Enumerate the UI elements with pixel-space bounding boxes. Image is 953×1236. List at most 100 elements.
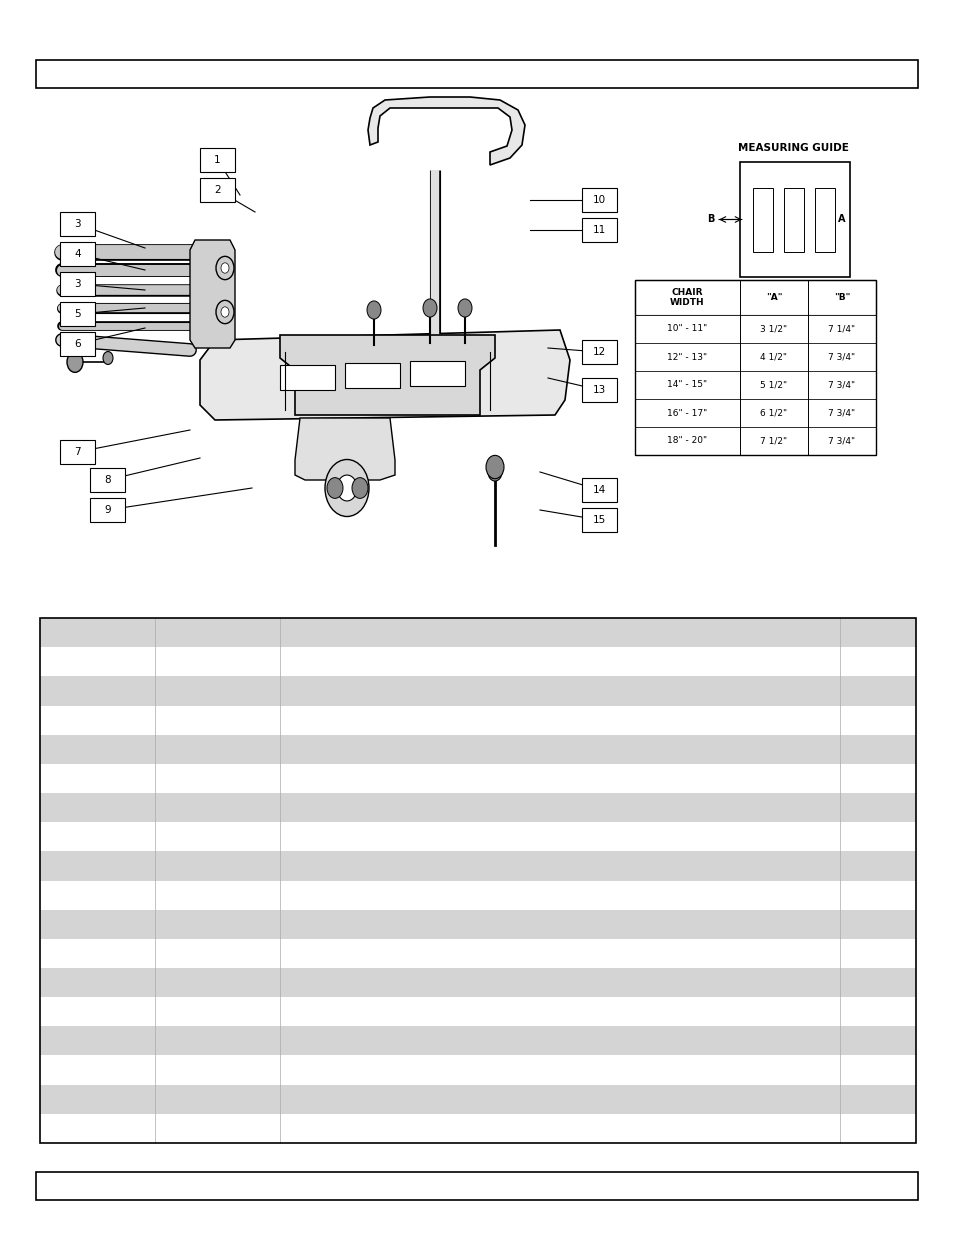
Bar	[635, 371, 875, 399]
Bar	[40, 676, 915, 706]
Text: 3 1/2": 3 1/2"	[760, 325, 787, 334]
Text: 18" - 20": 18" - 20"	[667, 436, 707, 445]
Polygon shape	[280, 335, 495, 415]
Bar	[90, 468, 125, 492]
Bar	[40, 706, 915, 734]
Bar	[581, 340, 617, 363]
Text: 3: 3	[74, 279, 81, 289]
Circle shape	[325, 460, 369, 517]
Bar	[40, 939, 915, 968]
Bar	[783, 188, 803, 252]
Bar	[635, 399, 875, 426]
Text: A: A	[838, 215, 845, 225]
Text: 7: 7	[74, 447, 81, 457]
Circle shape	[221, 307, 229, 318]
Bar	[410, 361, 464, 386]
Text: 6: 6	[74, 339, 81, 349]
Polygon shape	[368, 96, 524, 164]
Text: 14" - 15": 14" - 15"	[667, 381, 707, 389]
Bar	[40, 1114, 915, 1143]
Bar	[40, 997, 915, 1026]
Bar	[40, 1056, 915, 1085]
Bar	[40, 822, 915, 852]
Bar	[280, 365, 335, 391]
Circle shape	[215, 300, 233, 324]
Circle shape	[336, 475, 356, 501]
Bar	[60, 332, 95, 356]
Bar	[635, 281, 875, 455]
Text: 8: 8	[104, 475, 111, 485]
Bar	[40, 618, 915, 1143]
Text: 7 1/2": 7 1/2"	[760, 436, 787, 445]
Text: 4 1/2": 4 1/2"	[760, 352, 786, 361]
Bar	[40, 968, 915, 997]
Text: B: B	[706, 215, 714, 225]
Bar	[345, 363, 399, 388]
Bar	[581, 218, 617, 242]
Text: 7 3/4": 7 3/4"	[827, 352, 855, 361]
Text: 14: 14	[592, 485, 605, 494]
Polygon shape	[200, 330, 569, 420]
Text: 5: 5	[74, 309, 81, 319]
Circle shape	[327, 477, 343, 498]
Text: 12" - 13": 12" - 13"	[667, 352, 707, 361]
Text: 13: 13	[592, 384, 605, 396]
Text: 2: 2	[214, 185, 220, 195]
Polygon shape	[190, 240, 234, 349]
Bar	[753, 188, 772, 252]
Bar	[581, 508, 617, 531]
Bar	[581, 188, 617, 213]
Bar	[40, 794, 915, 822]
Bar	[90, 498, 125, 522]
Text: 12: 12	[592, 347, 605, 357]
Text: "A": "A"	[765, 293, 781, 302]
Bar	[40, 910, 915, 939]
Bar	[40, 1026, 915, 1056]
Bar	[40, 618, 915, 648]
Bar	[40, 1085, 915, 1114]
Circle shape	[103, 351, 112, 365]
Text: 4: 4	[74, 248, 81, 260]
Circle shape	[215, 256, 233, 279]
Bar	[40, 648, 915, 676]
Circle shape	[221, 263, 229, 273]
Text: 5 1/2": 5 1/2"	[760, 381, 787, 389]
Text: 1: 1	[214, 154, 220, 164]
Text: 9: 9	[104, 506, 111, 515]
Bar	[36, 1172, 917, 1200]
Bar	[60, 302, 95, 326]
Bar	[200, 148, 234, 172]
Text: 7 3/4": 7 3/4"	[827, 436, 855, 445]
Bar	[36, 61, 917, 88]
Text: 15: 15	[592, 515, 605, 525]
Text: 10" - 11": 10" - 11"	[667, 325, 707, 334]
Circle shape	[67, 351, 83, 372]
Bar	[60, 440, 95, 464]
Text: "B": "B"	[833, 293, 849, 302]
Text: 11: 11	[592, 225, 605, 235]
Circle shape	[485, 455, 503, 478]
Bar	[635, 281, 875, 315]
Bar	[60, 242, 95, 266]
Bar	[40, 734, 915, 764]
Bar	[60, 213, 95, 236]
Bar	[40, 764, 915, 794]
Text: MEASURING GUIDE: MEASURING GUIDE	[737, 143, 847, 153]
Text: 3: 3	[74, 219, 81, 229]
Bar	[200, 178, 234, 201]
Text: CHAIR
WIDTH: CHAIR WIDTH	[670, 288, 704, 308]
Bar	[740, 162, 849, 277]
Text: 7 1/4": 7 1/4"	[827, 325, 855, 334]
Text: 6 1/2": 6 1/2"	[760, 409, 787, 418]
Circle shape	[367, 300, 380, 319]
Text: 10: 10	[593, 195, 605, 205]
Bar	[635, 315, 875, 344]
Bar	[40, 852, 915, 880]
Text: 16" - 17": 16" - 17"	[667, 409, 707, 418]
Bar	[635, 344, 875, 371]
Bar	[581, 378, 617, 402]
Text: 7 3/4": 7 3/4"	[827, 381, 855, 389]
Bar	[60, 272, 95, 295]
Circle shape	[457, 299, 472, 318]
Polygon shape	[294, 418, 395, 480]
